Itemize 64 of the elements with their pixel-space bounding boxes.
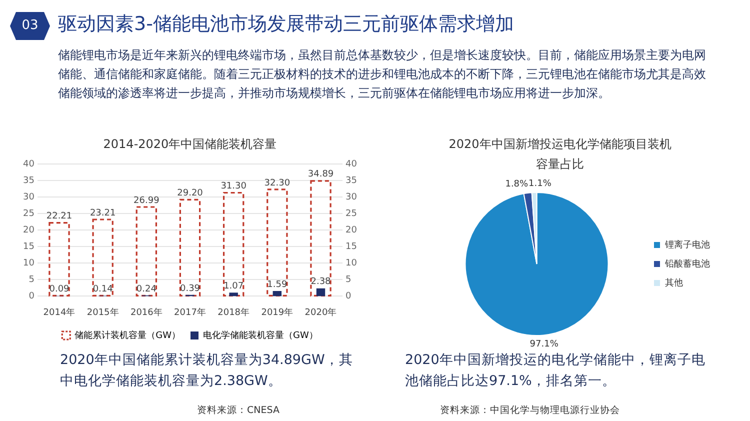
x-tick-label: 2014年: [43, 306, 76, 318]
text: 资料来源：中国化学与物理电源行业协会: [440, 404, 620, 417]
y2-tick-label: 10: [346, 258, 358, 268]
y-tick-label: 0: [28, 292, 35, 302]
y-tick-label: 35: [23, 176, 34, 186]
bar: [272, 290, 282, 296]
x-tick-label: 2019年: [261, 306, 294, 318]
bar: [229, 292, 238, 296]
data-label: 22.21: [46, 212, 72, 222]
text: 储能锂电市场是近年来新兴的锂电终端市场，虽然目前总体基数较少，但是增长速度较快。目前，储能应用场景主要为电网储能、通信储能和家庭储能。随着三元正极材料的技术的进步和锂电池成本的不断下降，三元锂电池在储能市场尤其是高效储能领域的渗透率将进一步提高，并推动市场规模增长，三元前驱体在储能锂电市场应用将进一步加深。: [58, 47, 707, 102]
y-tick-label: 10: [23, 258, 35, 268]
chart-title: 2020年中国新增投运电化学储能项目装机容量占比: [448, 136, 672, 173]
data-label: 1.1%: [528, 178, 552, 189]
text: 2020年中国储能累计装机容量为34.89GW，其中电化学储能装机容量为2.38GW。: [60, 351, 354, 391]
text: 资料来源：CNESA: [197, 404, 280, 417]
y2-tick-label: 15: [346, 242, 357, 252]
data-label: 97.1%: [530, 340, 559, 350]
y-tick-label: 40: [23, 159, 35, 170]
data-label: 32.30: [264, 178, 290, 188]
bar: [92, 218, 114, 296]
bar: [222, 192, 244, 296]
x-tick-label: 2017年: [174, 306, 206, 318]
y-tick-label: 25: [23, 208, 34, 219]
bar: [48, 222, 70, 296]
y2-tick-label: 40: [346, 159, 358, 170]
chart-title: 2014-2020年中国储能装机容量: [102, 136, 278, 153]
data-label: 1.07: [224, 282, 244, 292]
y-tick-label: 15: [23, 242, 34, 252]
y2-tick-label: 20: [346, 225, 358, 236]
data-label: 31.30: [220, 182, 247, 192]
legend-label: 铅酸蓄电池: [664, 258, 710, 270]
y-tick-label: 5: [28, 275, 34, 286]
data-label: 0.14: [92, 284, 114, 295]
legend-label: 电化学储能装机容量（GW）: [203, 330, 318, 341]
legend-label: 其他: [665, 277, 683, 288]
y2-tick-label: 5: [346, 275, 352, 286]
data-label: 34.89: [308, 170, 334, 180]
y2-tick-label: 30: [346, 192, 358, 202]
legend-label: 锂离子电池: [664, 239, 710, 250]
bar: [136, 206, 158, 296]
y-tick-label: 30: [23, 192, 35, 202]
bar: [179, 198, 201, 296]
data-label: 0.24: [136, 284, 157, 294]
y2-tick-label: 25: [346, 208, 357, 219]
bar: [310, 180, 332, 296]
text: 驱动因素3-储能电池市场发展带动三元前驱体需求增加: [58, 12, 514, 37]
data-label: 26.99: [134, 196, 160, 206]
bar: [266, 188, 288, 296]
text: 2020年中国新增投运的电化学储能中，锂离子电池储能占比达97.1%，排名第一。: [405, 351, 706, 391]
data-label: 23.21: [90, 208, 116, 218]
x-tick-label: 2020年: [304, 306, 337, 318]
data-label: 1.59: [267, 280, 288, 290]
y2-tick-label: 35: [346, 176, 357, 186]
text: 03: [10, 12, 50, 40]
legend-label: 储能累计装机容量（GW）: [74, 330, 180, 341]
data-label: 0.09: [49, 284, 70, 295]
y2-tick-label: 0: [346, 292, 352, 302]
x-tick-label: 2016年: [130, 306, 162, 318]
data-label: 29.20: [177, 188, 204, 199]
bar: [316, 288, 326, 296]
x-tick-label: 2015年: [86, 306, 119, 318]
data-label: 1.8%: [505, 179, 529, 190]
x-tick-label: 2018年: [218, 306, 250, 318]
y-tick-label: 20: [23, 225, 35, 236]
